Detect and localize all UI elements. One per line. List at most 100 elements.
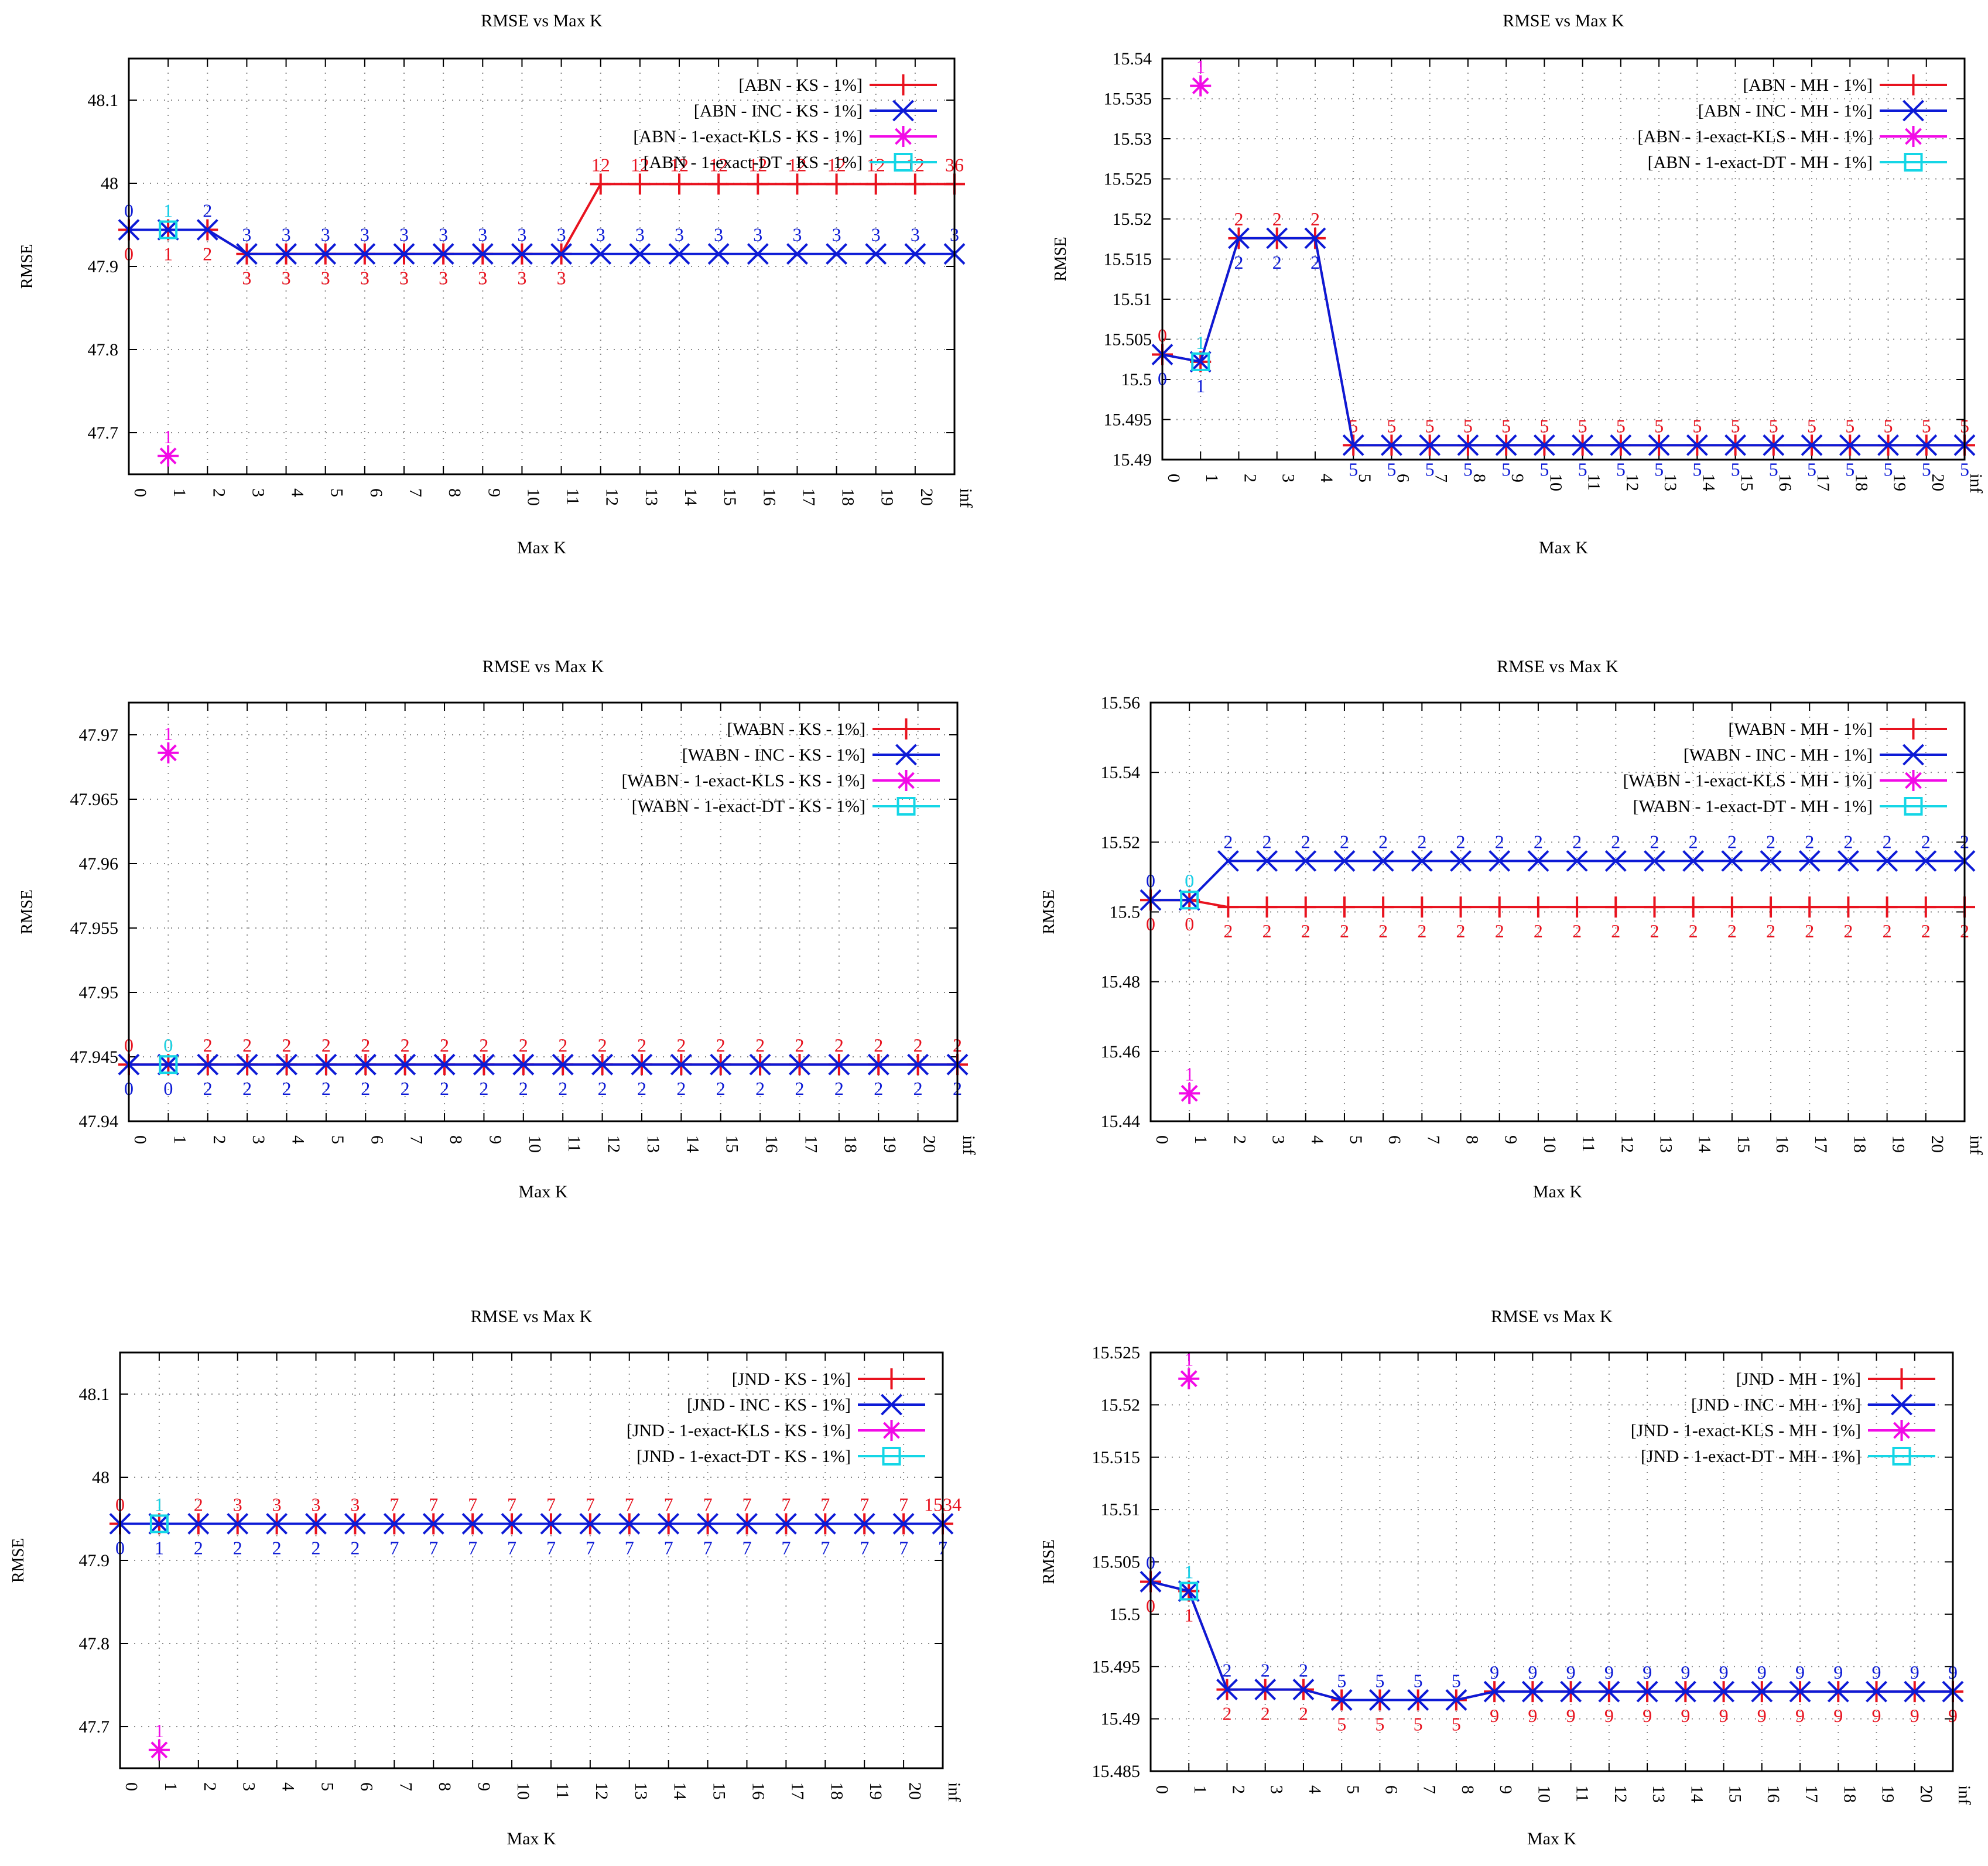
data-label: 2 <box>1310 252 1320 273</box>
legend-marker <box>1904 153 1923 172</box>
x-tick-label: 18 <box>827 1782 846 1800</box>
data-point <box>668 243 690 265</box>
data-point <box>904 173 926 195</box>
x-tick-label: 3 <box>248 488 268 497</box>
chart-title: RMSE vs Max K <box>1503 11 1624 30</box>
x-tick-label: 9 <box>485 1135 505 1144</box>
data-label: 2 <box>1611 831 1620 852</box>
grid <box>129 59 954 474</box>
x-tick-label: 7 <box>406 488 425 497</box>
x-tick-label: inf <box>956 488 976 508</box>
x-tick-label: 13 <box>644 1135 663 1153</box>
data-label: 3 <box>312 1494 321 1515</box>
legend-marker <box>894 153 913 172</box>
x-tick-label: 0 <box>1152 1785 1172 1794</box>
x-tick-label: 7 <box>1432 474 1451 482</box>
data-label: 3 <box>360 224 369 245</box>
data-point <box>196 219 218 241</box>
data-label: 2 <box>1611 920 1620 941</box>
y-axis-label: RMSE <box>1052 237 1070 281</box>
data-point <box>1644 850 1665 872</box>
data-point <box>159 220 178 239</box>
data-label: 3 <box>832 224 841 245</box>
y-tick-label: 15.515 <box>1104 250 1152 269</box>
data-point <box>236 1053 258 1076</box>
data-point <box>1381 434 1402 456</box>
data-point <box>1178 1580 1200 1602</box>
x-tick-label: 14 <box>670 1782 690 1800</box>
legend: [ABN - KS - 1%] [ABN - INC - KS - 1%] [ABN… <box>633 74 937 172</box>
data-label: 1 <box>163 244 173 265</box>
series-1: 0 12 2 25 5 5 5 5 5 5 5 5 5 5 5 5 5 5 5 5 <box>1152 208 1975 456</box>
legend-marker <box>892 126 914 147</box>
y-tick-label: 47.96 <box>79 854 119 874</box>
data-label: 2 <box>598 1035 607 1056</box>
data-label: 12 <box>867 154 885 175</box>
data-point <box>1527 896 1549 918</box>
x-tick-label: 4 <box>1308 1135 1327 1144</box>
y-tick-label: 47.945 <box>70 1047 119 1067</box>
data-point <box>159 1055 178 1074</box>
data-label: 2 <box>1689 831 1698 852</box>
x-tick-label: 12 <box>1617 1135 1637 1153</box>
y-tick-label: 15.525 <box>1104 170 1152 189</box>
y-tick-label: 47.7 <box>88 423 119 443</box>
x-tick-label: 0 <box>131 1135 150 1144</box>
data-point <box>1411 896 1433 918</box>
legend: [JND - MH - 1%] [JND - INC - MH - 1%] [JND… <box>1631 1368 1935 1466</box>
data-point <box>1178 889 1200 911</box>
x-tick-label: 4 <box>1305 1785 1325 1794</box>
y-tick-label: 47.955 <box>70 919 119 938</box>
x-tick-label: 5 <box>1346 1135 1366 1144</box>
data-label: 2 <box>1572 831 1582 852</box>
data-label: 3 <box>675 224 684 245</box>
data-label: 3 <box>321 224 330 245</box>
data-label: 5 <box>1807 415 1816 436</box>
data-point <box>354 243 376 265</box>
data-point <box>826 243 847 265</box>
data-point <box>789 1053 810 1076</box>
data-label: 1 <box>163 723 173 744</box>
data-label: 2 <box>1766 920 1775 941</box>
data-point <box>1369 1689 1391 1711</box>
y-axis-label: RMSE <box>1040 889 1058 934</box>
y-tick-label: 15.51 <box>1101 1500 1141 1519</box>
x-tick-label: 10 <box>523 488 543 506</box>
x-tick-label: 18 <box>839 488 858 506</box>
data-label: 3 <box>282 224 291 245</box>
series-4: 0 <box>1180 870 1199 910</box>
x-tick-label: 3 <box>249 1135 268 1144</box>
data-label: 2 <box>282 1035 292 1056</box>
data-label: 7 <box>899 1538 908 1559</box>
data-point <box>1674 1680 1696 1703</box>
legend: [JND - KS - 1%] [JND - INC - KS - 1%] [JND… <box>627 1368 925 1466</box>
data-point <box>276 1053 297 1076</box>
data-label: 2 <box>1262 920 1272 941</box>
x-axis-label: Max K <box>517 538 566 557</box>
data-label: 7 <box>546 1494 556 1515</box>
data-label: 9 <box>1604 1705 1614 1726</box>
data-point <box>1877 434 1899 456</box>
y-tick-label: 47.97 <box>79 725 119 745</box>
x-tick-label: 11 <box>563 488 583 505</box>
data-label: 2 <box>479 1035 488 1056</box>
data-label: 12 <box>827 154 846 175</box>
plot-frame <box>1149 1351 1954 1772</box>
data-label: 2 <box>312 1538 321 1559</box>
data-point <box>1724 434 1746 456</box>
legend-entry: [ABN - INC - KS - 1%] <box>694 101 863 121</box>
data-label: 1 <box>155 1538 164 1559</box>
y-tick-label: 47.9 <box>79 1551 110 1570</box>
data-label: 2 <box>1805 831 1814 852</box>
data-label: 2 <box>1572 920 1582 941</box>
data-point <box>1521 1680 1544 1703</box>
data-point <box>344 1513 366 1535</box>
x-tick-label: 1 <box>1202 474 1221 482</box>
x-axis-label: Max K <box>1539 538 1588 557</box>
data-point <box>1876 850 1898 872</box>
data-point <box>1605 896 1627 918</box>
data-label: 3 <box>478 268 487 289</box>
data-point <box>157 1053 179 1076</box>
data-label: 5 <box>1845 415 1854 436</box>
